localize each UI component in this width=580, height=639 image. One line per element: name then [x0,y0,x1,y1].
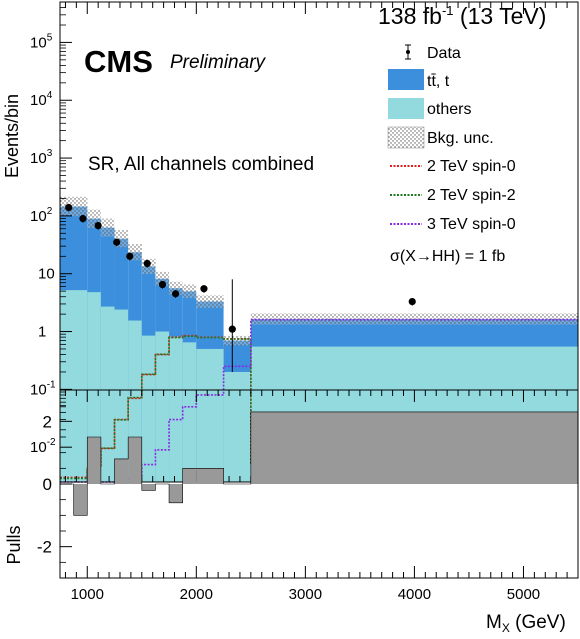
legend-ttbar-swatch [388,69,424,90]
legend-spin0-3tev-label: 3 TeV spin-0 [427,216,516,233]
y-tick-label: 10-2 [30,437,56,456]
legend: Data tt̄, t others Bkg. unc. 2 TeV spin-… [387,44,516,265]
others-bin [141,335,156,482]
pull-bar [196,468,224,484]
pull-y-tick-label: 2 [43,412,52,431]
status-label: Preliminary [170,52,267,73]
y-tick-label: 105 [30,32,53,51]
pull-y-tick-label: -2 [37,538,52,557]
pull-y-tick-label: 0 [43,475,52,494]
legend-data-marker [405,44,411,60]
legend-others-swatch [388,98,424,119]
pull-bar [73,484,88,516]
pull-outline [60,411,578,516]
luminosity-label: 138 fb-1 (13 TeV) [378,3,546,29]
legend-spin2-2tev-label: 2 TeV spin-2 [427,187,516,204]
x-tick-label: 1000 [71,586,104,603]
y-tick-label: 10 [38,266,55,283]
data-point [79,214,87,223]
x-tick-label: 5000 [507,586,540,603]
data-point [158,280,167,289]
bkg-unc-band [60,196,88,217]
legend-sigma-note: σ(X→HH) = 1 fb [390,248,505,265]
others-bin [155,331,170,482]
pull-bar [169,484,183,503]
others-bin [169,336,183,482]
pulls-axis-title: Pulls [4,525,24,564]
y-tick-label: 102 [30,206,53,225]
signal-3tev-spin0-line [60,318,578,483]
data-point [408,297,416,306]
bkg-unc-band [182,284,197,299]
y-tick-label: 10-1 [30,379,56,398]
legend-spin0-2tev-label: 2 TeV spin-0 [427,158,516,175]
y-tick-label: 1 [38,324,46,341]
experiment-label: CMS [84,44,153,79]
data-point [143,259,151,268]
data-point [171,290,180,298]
others-bin [196,348,224,482]
pull-bar [182,468,197,484]
bkg-unc-band [100,218,115,237]
bkg-unc-band [155,271,170,286]
others-bin [182,342,197,482]
y-axis-title: Events/bin [2,94,22,178]
others-bin [223,371,251,482]
legend-others-label: others [427,101,471,118]
data-point [94,221,102,230]
data-point [126,252,134,260]
bkg-unc-band [196,295,224,308]
legend-unc-swatch [387,126,425,149]
legend-ttbar-label: tt̄, t [427,73,450,90]
pull-bar [141,484,156,491]
pulls-plot-area: -2 0 2 1000 2000 3000 4000 5000 [37,389,579,603]
others-bin [114,309,129,482]
others-bin [100,306,115,482]
region-label: SR, All channels combined [88,154,314,175]
y-tick-label: 103 [30,148,53,167]
bkg-unc-band [250,313,578,325]
y-tick-label: 104 [30,90,53,109]
pull-bar [250,411,578,484]
data-point [228,325,236,333]
legend-data-label: Data [427,45,461,62]
bkg-unc-band [169,281,183,295]
x-tick-label: 3000 [289,586,322,603]
x-tick-label: 4000 [398,586,431,603]
data-point [200,285,208,293]
pull-bar [87,437,101,484]
others-bin [87,292,101,482]
others-bin [60,290,88,482]
pull-bar [114,458,129,484]
bkg-unc-band [223,335,251,346]
x-axis-title: MX (GeV) [486,612,566,635]
data-point [113,238,121,246]
legend-unc-label: Bkg. unc. [427,130,494,147]
data-point [65,203,73,212]
pull-bar [128,437,142,484]
x-tick-label: 2000 [180,586,213,603]
